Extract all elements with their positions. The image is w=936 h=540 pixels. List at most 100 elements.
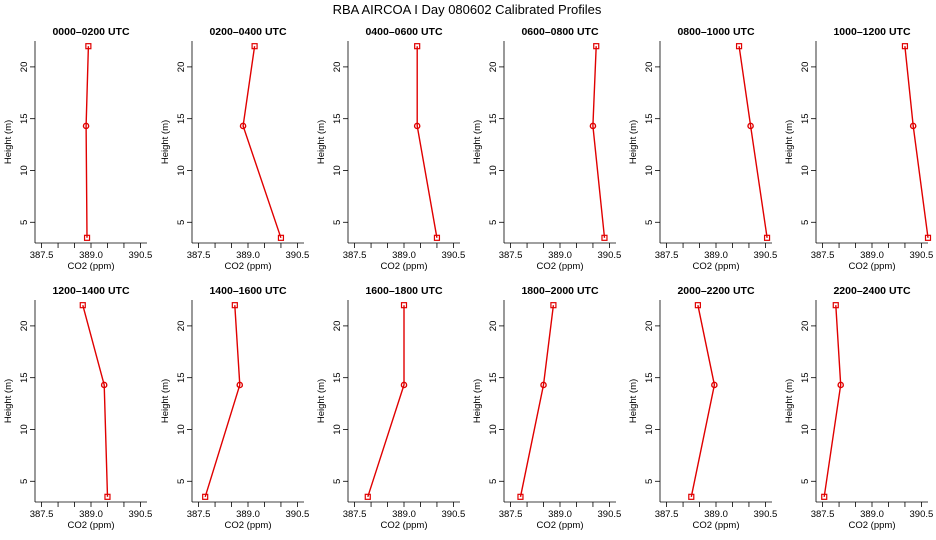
x-tick-label: 387.5 [30,250,54,261]
panel-title: 0600–0800 UTC [521,26,598,38]
data-point-bottom [924,234,932,241]
y-axis-label: Height (m) [472,120,483,164]
y-tick-label: 10 [332,424,343,435]
y-tick-label: 10 [488,424,499,435]
y-tick-label: 10 [488,165,499,176]
profile-line [904,46,929,238]
panel-title: 1400–1600 UTC [209,285,286,297]
data-point-mid [100,381,108,389]
x-tick-label: 390.5 [910,509,934,520]
y-tick-label: 20 [19,62,30,73]
y-tick-label: 20 [176,321,187,332]
data-point-top [400,302,408,309]
data-point-bottom [688,493,695,500]
y-tick-label: 15 [19,113,30,124]
x-tick-label: 390.5 [442,250,466,261]
panel-title: 0400–0600 UTC [365,26,442,38]
y-tick-label: 10 [332,165,343,176]
x-tick-label: 390.5 [129,250,153,261]
y-tick-label: 20 [488,62,499,73]
y-tick-label: 15 [19,372,30,383]
profile-panel: 1200–1400 UTC 387.5 389.0 390.5 5 10 15 20 CO2 (… [3,285,152,531]
y-axis-label: Height (m) [3,379,14,423]
data-point-top [694,302,701,309]
panel-title: 2000–2200 UTC [677,285,754,297]
profile-line [82,305,109,497]
x-tick-label: 387.5 [343,250,367,261]
panel-title: 1600–1800 UTC [365,285,442,297]
panel-title: 0200–0400 UTC [209,26,286,38]
y-tick-label: 20 [176,62,187,73]
y-tick-label: 10 [800,424,811,435]
x-axis-label: CO2 (ppm) [849,520,896,531]
data-point-bottom [601,234,608,241]
x-tick-label: 390.5 [442,509,466,520]
profile-panel: 2200–2400 UTC 387.5 389.0 390.5 5 10 15 20 CO2 (… [784,285,933,531]
y-tick-label: 20 [332,321,343,332]
x-tick-label: 390.5 [598,250,622,261]
data-point-mid [837,381,845,389]
x-tick-label: 389.0 [860,509,884,520]
x-tick-label: 389.0 [236,509,260,520]
data-point-bottom [763,234,771,241]
data-point-mid [82,122,90,130]
profile-line [738,46,768,238]
y-tick-label: 5 [800,479,811,484]
data-point-top [414,43,421,50]
data-point-top [593,43,600,50]
y-tick-label: 20 [644,62,655,73]
profile-panel: 2000–2200 UTC 387.5 389.0 390.5 5 10 15 20 CO2 (… [628,285,777,531]
x-tick-label: 389.0 [79,509,103,520]
profile-line [204,305,241,498]
x-tick-label: 389.0 [704,509,728,520]
data-point-top [251,43,258,50]
y-tick-label: 20 [332,62,343,73]
x-tick-label: 387.5 [187,250,211,261]
x-tick-label: 390.5 [598,509,622,520]
profile-line [519,305,555,497]
y-tick-label: 10 [176,424,187,435]
x-tick-label: 389.0 [860,250,884,261]
x-tick-label: 390.5 [910,250,934,261]
y-tick-label: 20 [800,62,811,73]
data-point-top [832,302,839,309]
profile-panel: 0400–0600 UTC 387.5 389.0 390.5 5 10 15 20 CO2 (… [316,26,465,272]
y-axis-label: Height (m) [784,120,795,164]
x-tick-label: 387.5 [655,250,679,261]
profile-panel: 1800–2000 UTC 387.5 389.0 390.5 5 10 15 20 CO2 (… [472,285,621,531]
panel-title: 2200–2400 UTC [833,285,910,297]
y-tick-label: 15 [332,372,343,383]
x-axis-label: CO2 (ppm) [849,261,896,272]
data-point-mid [236,381,244,389]
y-axis-label: Height (m) [160,379,171,423]
y-tick-label: 15 [332,113,343,124]
data-point-mid [540,381,547,389]
x-axis-label: CO2 (ppm) [693,520,740,531]
y-tick-label: 15 [176,113,187,124]
y-tick-label: 20 [19,321,30,332]
y-tick-label: 15 [800,113,811,124]
profile-line [416,46,438,238]
data-point-top [735,43,743,50]
panel-title: 1000–1200 UTC [833,26,910,38]
y-tick-label: 5 [488,220,499,225]
y-tick-label: 15 [644,372,655,383]
x-axis-label: CO2 (ppm) [381,520,428,531]
x-tick-label: 389.0 [79,250,103,261]
y-tick-label: 5 [644,220,655,225]
x-axis-label: CO2 (ppm) [537,520,584,531]
y-axis-label: Height (m) [160,120,171,164]
y-tick-label: 20 [800,321,811,332]
y-tick-label: 10 [644,165,655,176]
figure-title: RBA AIRCOA I Day 080602 Calibrated Profi… [333,2,602,17]
profile-panel: 1000–1200 UTC 387.5 389.0 390.5 5 10 15 20 CO2 (… [784,26,933,272]
panel-title: 1800–2000 UTC [521,285,598,297]
x-tick-label: 389.0 [236,250,260,261]
data-point-bottom [83,234,91,241]
x-tick-label: 389.0 [548,250,572,261]
x-axis-label: CO2 (ppm) [381,261,428,272]
data-point-mid [747,122,754,130]
profile-line [592,46,606,238]
x-tick-label: 387.5 [499,509,523,520]
